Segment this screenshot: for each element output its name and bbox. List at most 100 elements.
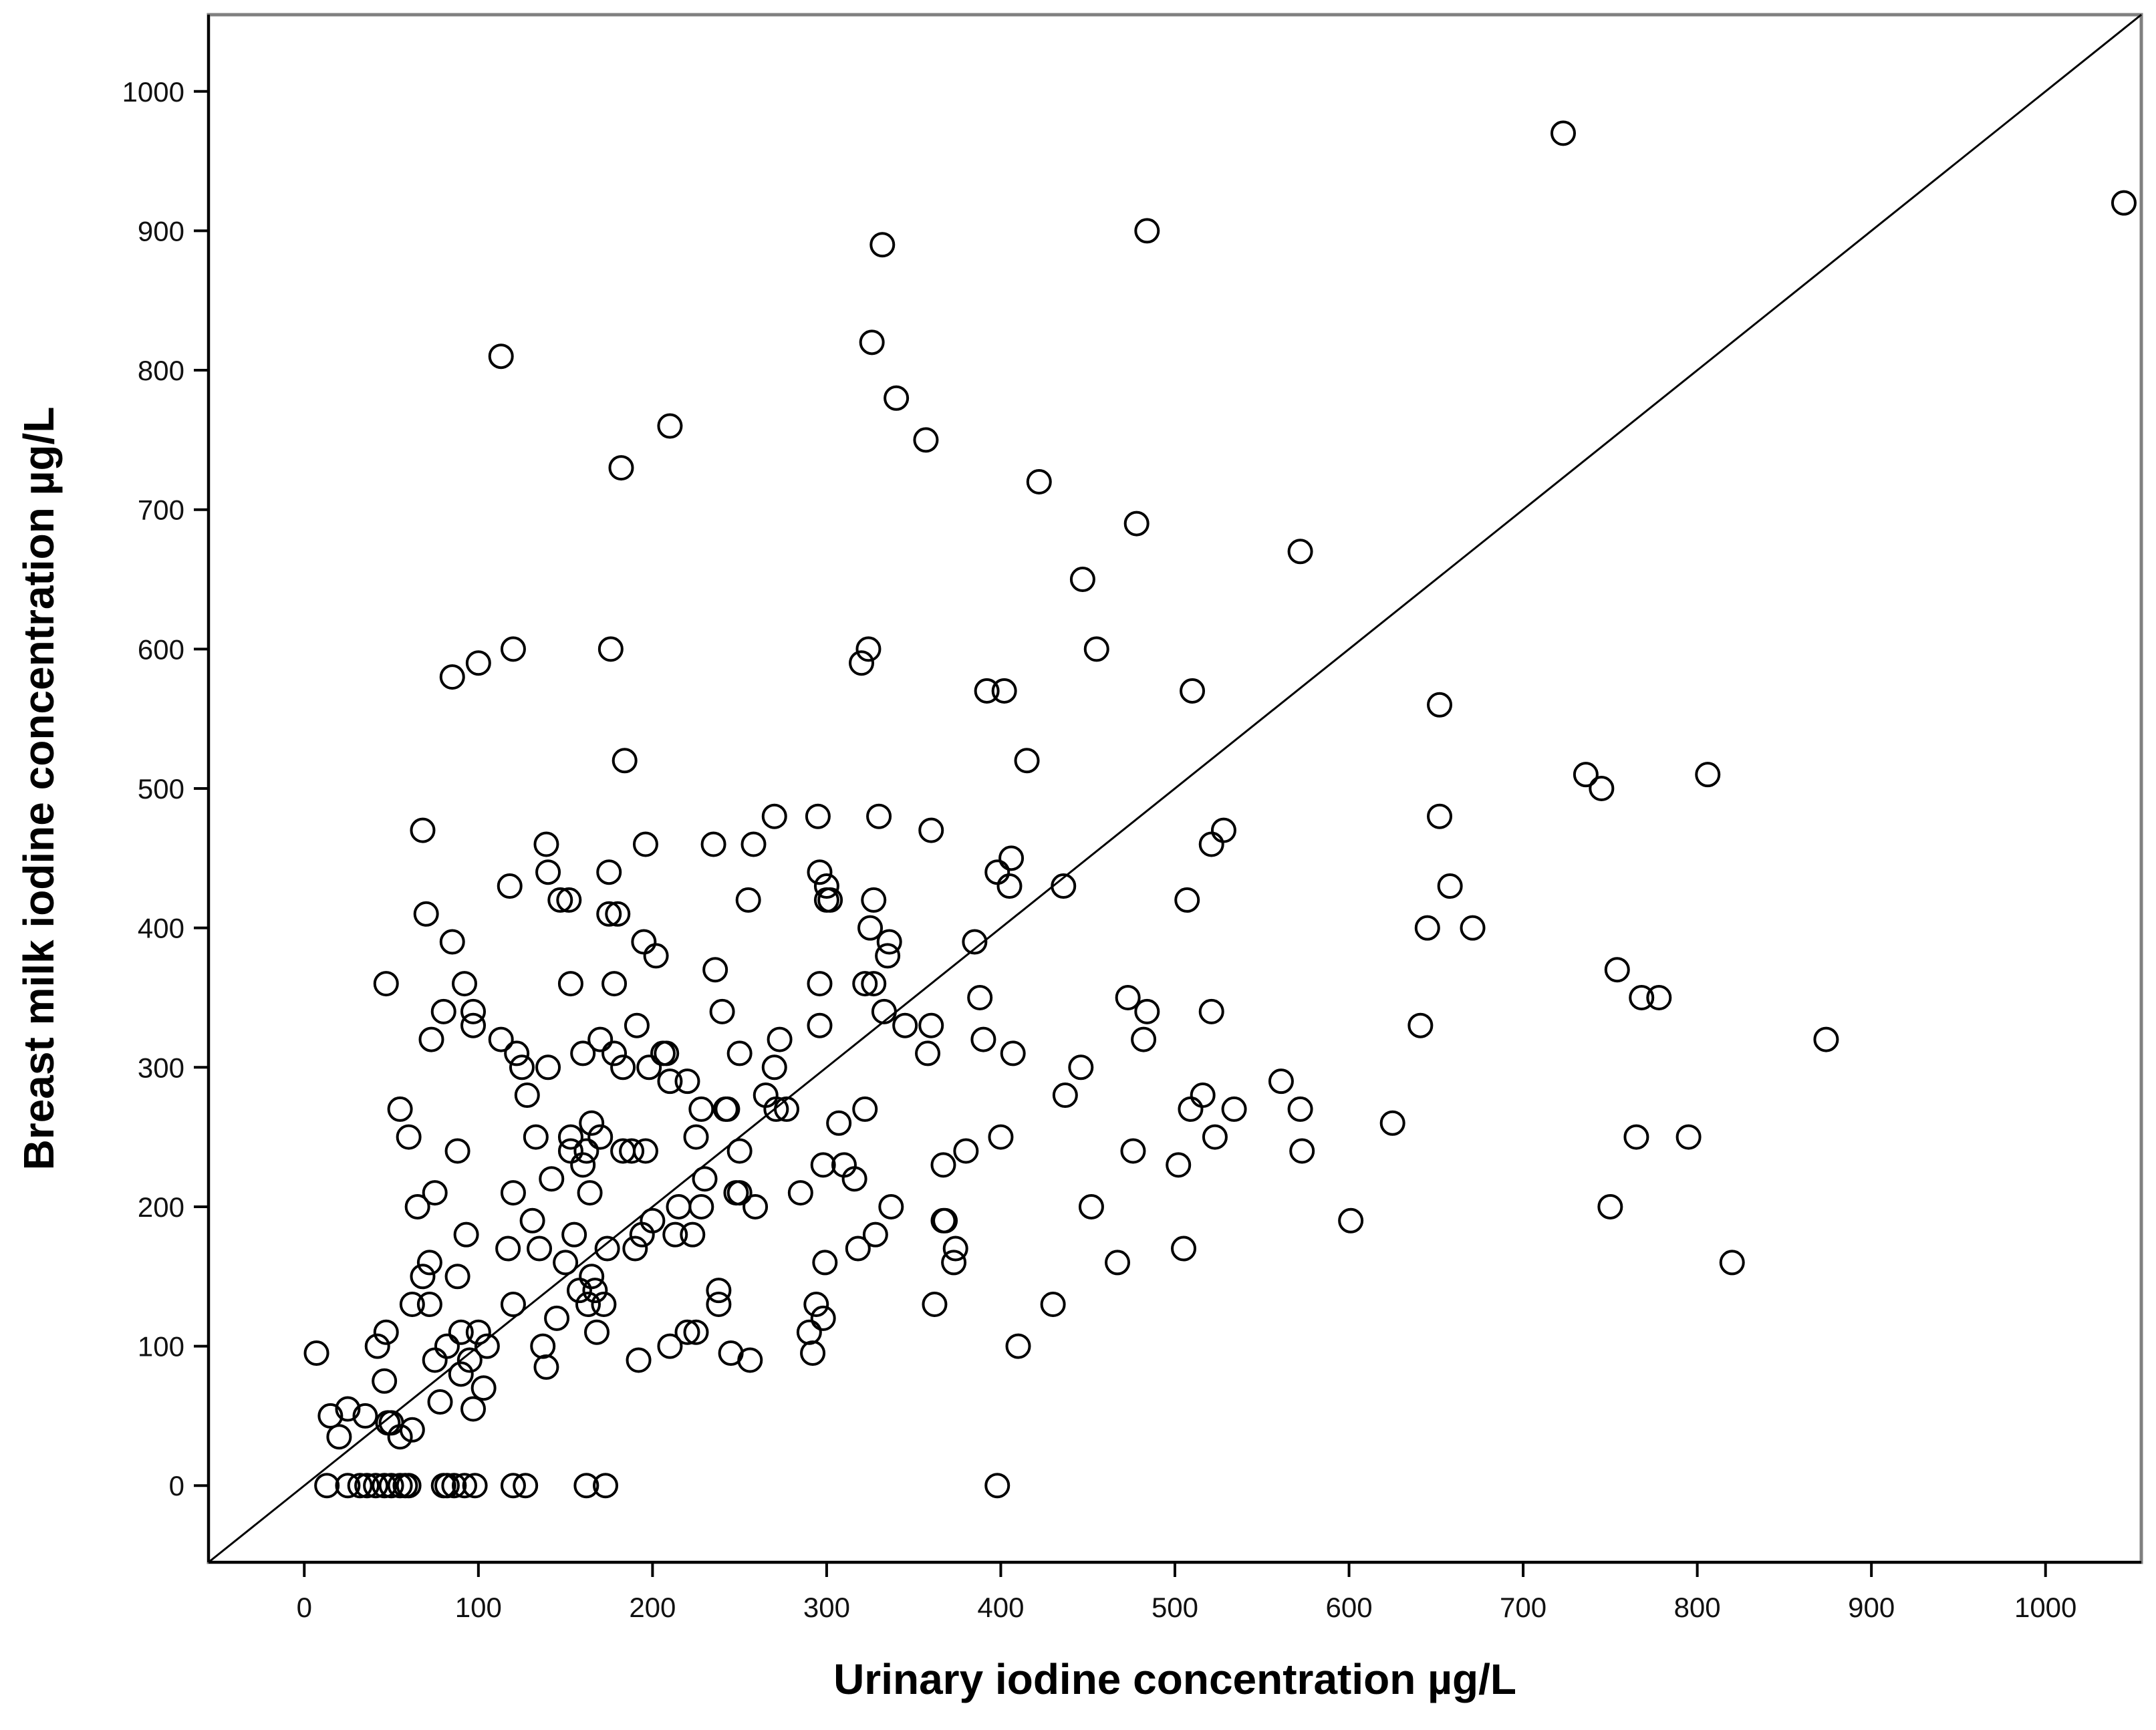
data-point bbox=[805, 803, 831, 829]
data-point bbox=[1105, 1250, 1131, 1276]
data-point bbox=[735, 887, 761, 913]
data-point bbox=[575, 1292, 601, 1317]
data-point bbox=[427, 1389, 453, 1415]
x-tick-label: 800 bbox=[1674, 1592, 1721, 1623]
data-point bbox=[657, 1333, 683, 1359]
data-point bbox=[593, 1473, 619, 1499]
data-point bbox=[726, 1138, 753, 1164]
y-tick-label: 100 bbox=[138, 1331, 184, 1362]
data-point bbox=[918, 817, 944, 843]
data-point bbox=[915, 1040, 941, 1066]
data-point bbox=[347, 1473, 373, 1499]
data-point bbox=[387, 1424, 413, 1450]
data-point bbox=[573, 1138, 599, 1164]
data-point bbox=[683, 1319, 709, 1345]
data-point bbox=[932, 1207, 958, 1234]
data-point bbox=[422, 1180, 448, 1206]
data-point bbox=[354, 1473, 380, 1499]
data-point bbox=[533, 831, 559, 857]
data-point bbox=[688, 1096, 714, 1122]
data-point bbox=[601, 971, 628, 997]
data-point bbox=[500, 1180, 526, 1206]
data-point bbox=[444, 1138, 470, 1164]
data-point bbox=[373, 971, 399, 997]
data-point bbox=[439, 664, 465, 690]
data-point bbox=[706, 1292, 732, 1317]
data-point bbox=[918, 1012, 944, 1038]
data-point bbox=[737, 1347, 763, 1373]
data-point bbox=[680, 1221, 706, 1248]
data-point bbox=[726, 1040, 753, 1066]
data-point bbox=[612, 748, 638, 774]
data-point bbox=[465, 1319, 491, 1345]
data-point bbox=[500, 1473, 526, 1499]
data-point bbox=[416, 1250, 442, 1276]
data-point bbox=[709, 998, 735, 1024]
data-point bbox=[852, 1096, 878, 1122]
data-point bbox=[1000, 1040, 1026, 1066]
data-point bbox=[869, 232, 896, 258]
x-tick-label: 400 bbox=[977, 1592, 1024, 1623]
data-point bbox=[404, 1193, 430, 1219]
data-point bbox=[862, 1221, 888, 1248]
data-point bbox=[601, 1040, 628, 1066]
data-point bbox=[410, 817, 436, 843]
y-tick-label: 200 bbox=[138, 1191, 184, 1223]
data-point bbox=[1068, 1054, 1094, 1080]
data-point bbox=[608, 455, 634, 481]
data-point bbox=[1289, 1138, 1315, 1164]
data-point bbox=[1646, 984, 1672, 1010]
data-point bbox=[892, 1012, 918, 1038]
data-point bbox=[643, 943, 669, 969]
data-point bbox=[813, 873, 839, 899]
data-point bbox=[773, 1096, 799, 1122]
data-point bbox=[1695, 762, 1721, 788]
data-point bbox=[706, 1278, 732, 1304]
data-point bbox=[1120, 1138, 1146, 1164]
data-point bbox=[817, 887, 843, 913]
data-point bbox=[372, 1473, 398, 1499]
x-tick-label: 100 bbox=[455, 1592, 502, 1623]
data-point bbox=[504, 1040, 530, 1066]
data-point bbox=[930, 1152, 956, 1178]
data-point bbox=[1174, 887, 1200, 913]
data-point bbox=[984, 1473, 1010, 1499]
x-tick-label: 200 bbox=[629, 1592, 676, 1623]
data-point bbox=[1813, 1026, 1839, 1052]
data-point bbox=[451, 1473, 477, 1499]
data-point bbox=[460, 1396, 487, 1422]
data-point bbox=[624, 1012, 650, 1038]
data-point bbox=[1180, 678, 1206, 704]
data-point bbox=[547, 887, 573, 913]
data-point bbox=[579, 1110, 605, 1136]
data-point bbox=[761, 1054, 787, 1080]
data-point bbox=[626, 1347, 652, 1373]
data-point bbox=[326, 1424, 352, 1450]
data-point bbox=[967, 984, 993, 1010]
data-point bbox=[1379, 1110, 1405, 1136]
data-point bbox=[596, 859, 622, 885]
data-point bbox=[859, 329, 885, 355]
data-point bbox=[654, 1040, 680, 1066]
data-point bbox=[1078, 1193, 1104, 1219]
data-point bbox=[875, 943, 901, 969]
data-point bbox=[857, 915, 884, 941]
data-points bbox=[303, 120, 2137, 1499]
data-point bbox=[474, 1333, 500, 1359]
data-point bbox=[573, 1473, 599, 1499]
data-point bbox=[364, 1333, 390, 1359]
data-point bbox=[740, 831, 767, 857]
data-point bbox=[988, 1124, 1014, 1150]
data-point bbox=[1171, 1236, 1197, 1262]
data-point bbox=[1134, 218, 1160, 244]
y-tick-label: 0 bbox=[169, 1470, 184, 1501]
data-point bbox=[314, 1473, 340, 1499]
data-point bbox=[1414, 915, 1440, 941]
data-point bbox=[587, 1124, 614, 1150]
x-axis-ticks: 0 100 200 300 400 500 600 700 800 900 1000 bbox=[297, 1562, 2076, 1623]
data-point bbox=[488, 1026, 514, 1052]
data-point bbox=[1437, 873, 1463, 899]
data-point bbox=[876, 929, 902, 955]
data-point bbox=[1427, 692, 1453, 718]
data-point bbox=[622, 1236, 648, 1262]
